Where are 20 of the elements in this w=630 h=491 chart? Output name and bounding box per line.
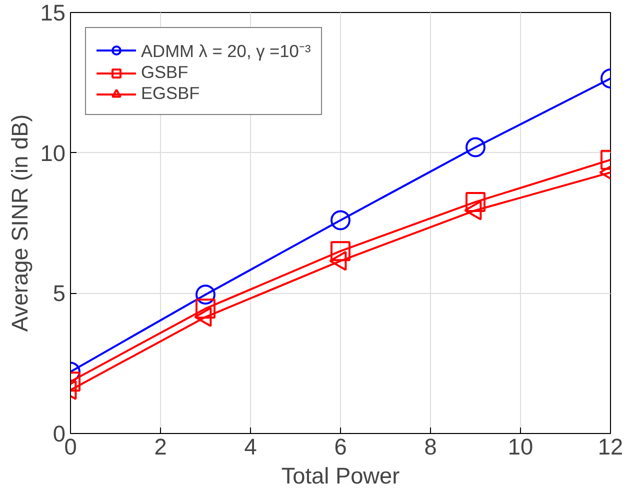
legend-label: GSBF xyxy=(141,62,188,83)
y-axis-title: Average SINR (in dB) xyxy=(6,114,32,332)
x-tick-label: 8 xyxy=(424,434,437,460)
x-tick-label: 4 xyxy=(244,434,257,460)
legend-label: ADMM λ = 20, γ =10⁻³ xyxy=(141,40,311,62)
point xyxy=(330,210,350,230)
point xyxy=(196,298,216,319)
x-axis-title: Total Power xyxy=(281,462,400,488)
x-tick-label: 2 xyxy=(154,434,167,460)
y-tick-label: 15 xyxy=(40,0,66,26)
point xyxy=(196,284,216,305)
point xyxy=(329,250,347,271)
x-tick-label: 10 xyxy=(508,434,534,460)
legend-label: EGSBF xyxy=(141,83,200,104)
x-tick-label: 12 xyxy=(598,434,624,460)
x-tick-label: 6 xyxy=(334,434,347,460)
y-tick-label: 10 xyxy=(40,140,66,166)
point xyxy=(330,241,350,262)
y-tick-label: 5 xyxy=(52,280,66,306)
point xyxy=(464,200,482,220)
